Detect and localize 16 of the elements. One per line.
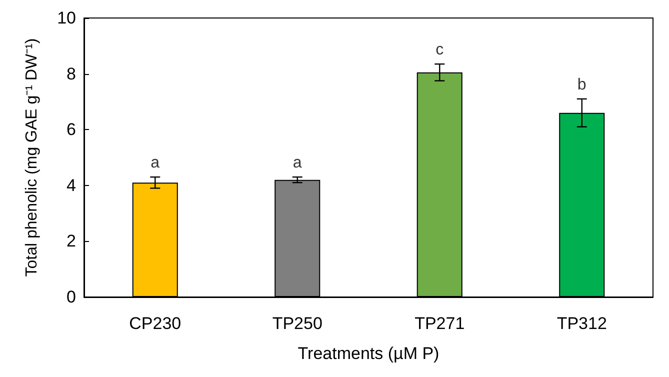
annotation: a (292, 154, 302, 172)
x-tick-label: TP271 (414, 314, 465, 333)
y-tick-label: 6 (66, 120, 76, 140)
x-tick-label: TP312 (556, 314, 607, 333)
y-tick-label: 8 (66, 64, 76, 84)
y-tick-label: 4 (66, 176, 76, 195)
x-tick-label: TP250 (272, 314, 322, 333)
x-tick-label: CP230 (129, 314, 182, 333)
y-tick-label: 2 (66, 232, 76, 251)
y-tick-label: 10 (57, 8, 76, 28)
annotation: b (577, 76, 586, 94)
x-axis-title: Treatments (µM P) (298, 344, 440, 363)
y-tick-label: 0 (66, 288, 76, 306)
y-axis-title: Total phenolic (mg GAE g⁻¹ DW⁻¹) (24, 38, 40, 277)
annotation: c (436, 42, 444, 59)
annotation: a (150, 154, 160, 172)
